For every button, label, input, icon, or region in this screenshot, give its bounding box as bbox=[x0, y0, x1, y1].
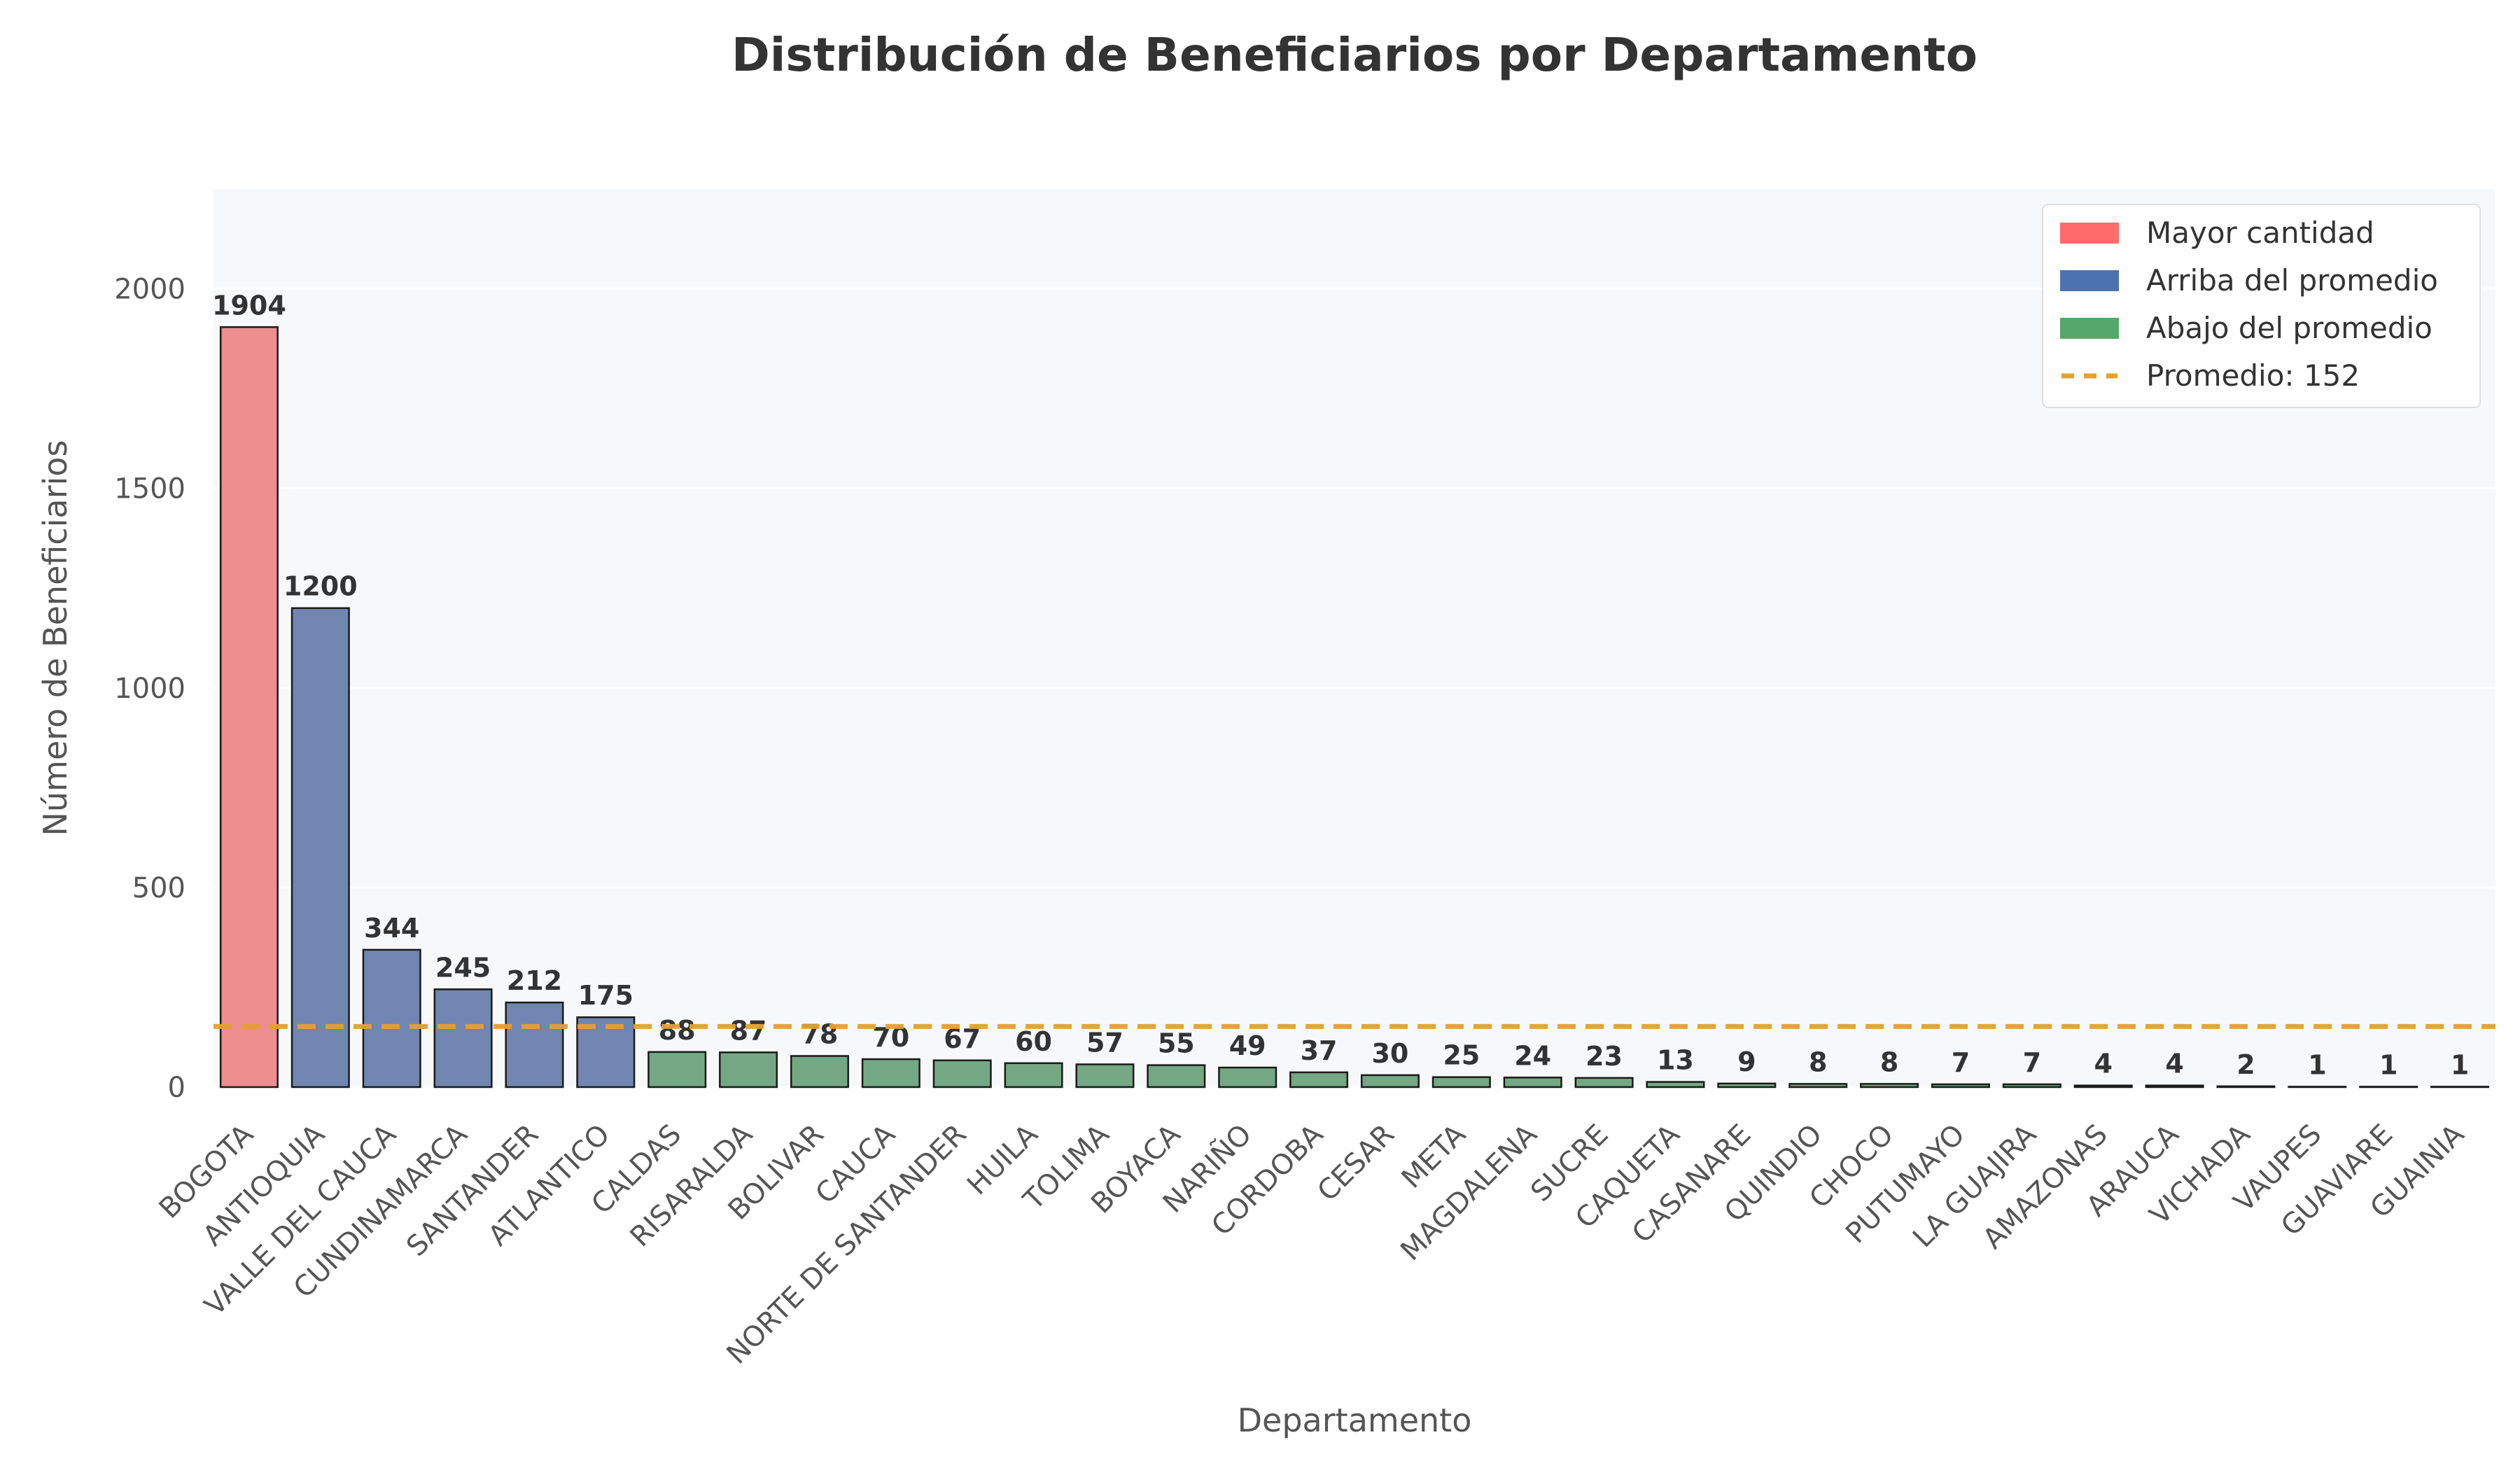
bar-value-label: 212 bbox=[507, 965, 562, 996]
chart-title: Distribución de Beneficiarios por Depart… bbox=[732, 28, 1977, 82]
bar-value-label: 30 bbox=[1371, 1038, 1408, 1069]
bar bbox=[2073, 1084, 2133, 1088]
bar bbox=[2216, 1085, 2276, 1088]
bar-value-label: 1 bbox=[2308, 1049, 2326, 1080]
bar bbox=[1860, 1083, 1919, 1088]
y-tick-label: 0 bbox=[168, 1072, 186, 1104]
bar-value-label: 175 bbox=[578, 980, 634, 1011]
bar-value-label: 245 bbox=[435, 952, 491, 983]
y-tick-label: 1500 bbox=[114, 473, 186, 505]
x-tick-label: CESAR bbox=[1311, 1119, 1401, 1208]
bar bbox=[2430, 1086, 2490, 1088]
bar bbox=[1004, 1062, 1063, 1088]
legend-swatch bbox=[2060, 270, 2119, 291]
bar-value-label: 8 bbox=[1880, 1046, 1898, 1077]
bar bbox=[932, 1059, 992, 1088]
y-tick-label: 1000 bbox=[114, 673, 186, 705]
bar bbox=[1503, 1077, 1562, 1088]
bar bbox=[1788, 1083, 1848, 1088]
bar-value-label: 88 bbox=[659, 1015, 696, 1046]
bar bbox=[1931, 1083, 1990, 1088]
bar-value-label: 8 bbox=[1809, 1046, 1827, 1077]
bar bbox=[362, 948, 421, 1088]
bar-value-label: 25 bbox=[1443, 1040, 1480, 1071]
legend-swatch bbox=[2060, 318, 2119, 339]
bar-value-label: 4 bbox=[2094, 1049, 2112, 1079]
bar bbox=[433, 988, 493, 1088]
bar-value-label: 87 bbox=[730, 1015, 767, 1046]
y-axis-title: Número de Beneficiarios bbox=[36, 440, 74, 836]
bar bbox=[2288, 1086, 2347, 1088]
bar bbox=[219, 326, 279, 1088]
bar bbox=[2359, 1086, 2418, 1088]
bar bbox=[290, 607, 350, 1088]
legend-label: Arriba del promedio bbox=[2146, 263, 2438, 298]
bar bbox=[1574, 1077, 1634, 1088]
bar-value-label: 1200 bbox=[284, 571, 358, 602]
bar-value-label: 78 bbox=[801, 1019, 838, 1050]
legend-label: Mayor cantidad bbox=[2146, 216, 2374, 250]
bar-value-label: 60 bbox=[1015, 1026, 1052, 1057]
bar bbox=[1218, 1066, 1278, 1088]
bar-value-label: 1 bbox=[2451, 1049, 2469, 1080]
legend bbox=[2042, 204, 2481, 408]
legend-swatch bbox=[2060, 223, 2119, 244]
bar bbox=[790, 1055, 849, 1088]
bar-value-label: 1 bbox=[2379, 1049, 2398, 1080]
bar-value-label: 49 bbox=[1229, 1030, 1266, 1061]
bar-value-label: 24 bbox=[1514, 1040, 1551, 1071]
bar bbox=[861, 1058, 920, 1088]
bar-value-label: 344 bbox=[364, 913, 419, 944]
bar bbox=[1432, 1076, 1491, 1088]
bar bbox=[2145, 1084, 2204, 1088]
bar-value-label: 55 bbox=[1158, 1028, 1195, 1059]
bar-value-label: 7 bbox=[1952, 1047, 1970, 1078]
bar-value-label: 7 bbox=[2023, 1047, 2041, 1078]
bar bbox=[1646, 1081, 1705, 1088]
bar-value-label: 37 bbox=[1301, 1035, 1338, 1066]
bar bbox=[648, 1051, 707, 1088]
bar-value-label: 9 bbox=[1737, 1046, 1756, 1077]
bar-value-label: 57 bbox=[1086, 1027, 1124, 1058]
bar-value-label: 23 bbox=[1586, 1041, 1623, 1072]
bar bbox=[1075, 1063, 1135, 1088]
bar-value-label: 2 bbox=[2236, 1049, 2255, 1080]
bar-value-label: 1904 bbox=[212, 290, 286, 321]
bar bbox=[1147, 1064, 1206, 1088]
bar bbox=[1717, 1082, 1777, 1088]
bar bbox=[2002, 1083, 2062, 1088]
bar bbox=[1360, 1074, 1420, 1088]
bar bbox=[719, 1051, 778, 1088]
y-tick-label: 500 bbox=[132, 872, 186, 904]
bar bbox=[505, 1001, 564, 1088]
y-tick-label: 2000 bbox=[114, 274, 186, 306]
bar-value-label: 4 bbox=[2165, 1049, 2183, 1079]
legend-label: Promedio: 152 bbox=[2146, 358, 2360, 393]
bar bbox=[1289, 1071, 1349, 1088]
bar bbox=[576, 1016, 636, 1088]
legend-label: Abajo del promedio bbox=[2146, 311, 2432, 345]
bar-value-label: 13 bbox=[1657, 1045, 1694, 1076]
x-axis-title: Departamento bbox=[1238, 1401, 1472, 1439]
